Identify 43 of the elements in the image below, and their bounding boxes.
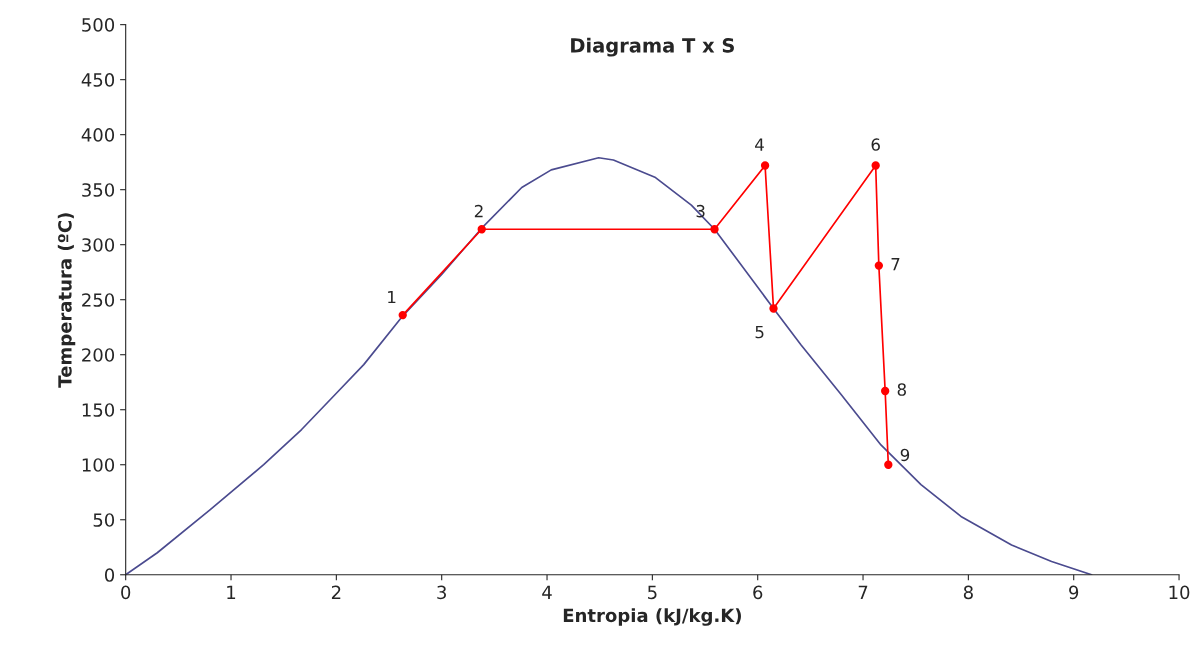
point [874, 261, 883, 270]
x-tick-label: 8 [963, 585, 973, 600]
annotation: 9 [900, 448, 910, 462]
point [880, 386, 890, 396]
x-tick-label: 9 [1069, 585, 1079, 600]
point [884, 460, 893, 469]
y-tick-label: 350 [82, 183, 115, 197]
y-tick-label: 450 [81, 73, 115, 87]
annotation: 1 [388, 290, 396, 304]
annotation: 6 [871, 138, 880, 151]
y-tick-label: 200 [82, 348, 115, 362]
x-tick-label: 2 [331, 585, 341, 599]
y-tick-label: 50 [93, 513, 115, 527]
x-tick-label: 4 [542, 585, 552, 599]
annotation: 8 [897, 383, 906, 396]
annotation: 3 [696, 204, 705, 218]
y-tick-label: 300 [82, 238, 115, 252]
point [760, 161, 770, 170]
point [710, 225, 719, 234]
x-tick-label: 1 [227, 585, 236, 599]
y-axis-title: Temperatura (ºC) [57, 213, 76, 388]
annotation: 5 [755, 325, 764, 339]
y-tick-label: 500 [82, 18, 115, 32]
x-tick-label: 3 [437, 585, 446, 600]
x-tick-label: 5 [648, 585, 657, 600]
x-tick-label: 7 [858, 585, 868, 599]
point [477, 225, 486, 234]
annotation: 2 [474, 204, 483, 218]
annotation: 7 [891, 258, 900, 271]
text: Diagrama T x S [571, 37, 734, 57]
annotation: 4 [755, 138, 764, 151]
line-series [125, 156, 1093, 575]
point [871, 161, 880, 170]
x-axis-title: Entropia (kJ/kg.K) [563, 608, 741, 626]
y-tick-label: 100 [82, 458, 115, 472]
y-tick-label: 0 [104, 568, 115, 582]
point [398, 310, 407, 320]
x-tick-label: 0 [121, 585, 131, 600]
y-tick-label: 150 [82, 403, 115, 417]
y-tick-label: 250 [82, 293, 115, 307]
x-tick-label: 10 [1169, 585, 1190, 600]
y-tick-label: 400 [81, 128, 115, 142]
x-tick-label: 6 [753, 585, 763, 600]
